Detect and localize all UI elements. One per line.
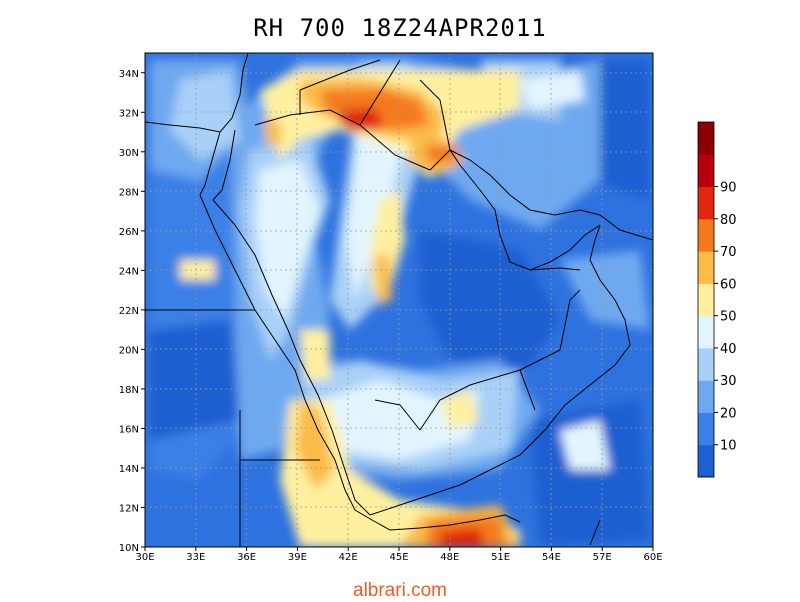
colorbar-swatch	[698, 380, 714, 413]
lat-tick-label: 30N	[119, 148, 139, 159]
colorbar-label: 50	[720, 310, 737, 325]
colorbar-label: 30	[720, 374, 737, 389]
colorbar-swatch	[698, 283, 714, 317]
lon-tick-label: 51E	[491, 552, 510, 563]
colorbar-swatch	[698, 251, 714, 284]
lat-tick-label: 22N	[119, 306, 139, 317]
rh-field	[145, 53, 653, 547]
colorbar: 10 20 30 40 50 60 70 80 90	[697, 121, 737, 478]
lat-tick-label: 14N	[119, 464, 139, 475]
colorbar-swatch	[698, 412, 714, 446]
lon-tick-label: 36E	[237, 552, 256, 563]
colorbar-swatch	[698, 218, 714, 252]
lat-tick-label: 28N	[119, 187, 139, 198]
lon-tick-label: 42E	[339, 552, 358, 563]
colorbar-swatch	[698, 444, 714, 478]
colorbar-label: 60	[720, 277, 737, 292]
lat-tick-label: 20N	[119, 345, 139, 356]
lat-tick-label: 10N	[119, 543, 139, 554]
colorbar-label: 90	[720, 181, 737, 196]
lat-tick-label: 34N	[119, 69, 139, 80]
colorbar-label: 20	[720, 406, 737, 421]
colorbar-swatch	[698, 186, 714, 220]
lat-tick-label: 32N	[119, 108, 139, 119]
colorbar-swatch	[698, 122, 714, 155]
credit-text: albrari.com	[353, 580, 447, 601]
lon-tick-label: 30E	[135, 552, 154, 563]
lon-tick-label: 54E	[542, 552, 561, 563]
lat-tick-label: 16N	[119, 424, 139, 435]
colorbar-swatch	[698, 315, 714, 349]
lat-tick-label: 12N	[119, 503, 139, 514]
axis-ticks: 30E 33E 36E 39E 42E 45E 48E 51E 54E 57E 60E 10N 12N 1…	[119, 69, 663, 563]
lon-tick-label: 39E	[288, 552, 307, 563]
lon-tick-label: 48E	[440, 552, 459, 563]
lat-tick-label: 24N	[119, 266, 139, 277]
gridlines	[145, 53, 653, 547]
lat-tick-label: 18N	[119, 385, 139, 396]
map-title: RH 700 18Z24APR2011	[253, 14, 547, 42]
colorbar-label: 10	[720, 439, 737, 454]
lon-tick-label: 45E	[389, 552, 408, 563]
colorbar-label: 40	[720, 342, 737, 357]
colorbar-swatch	[698, 347, 714, 381]
lon-tick-label: 60E	[643, 552, 662, 563]
colorbar-label: 80	[720, 213, 737, 228]
colorbar-label: 70	[720, 245, 737, 260]
lon-tick-label: 33E	[186, 552, 205, 563]
coastlines	[145, 53, 653, 547]
lat-tick-label: 26N	[119, 227, 139, 238]
colorbar-frame	[697, 121, 715, 478]
colorbar-swatch	[698, 154, 714, 188]
lon-tick-label: 57E	[593, 552, 612, 563]
